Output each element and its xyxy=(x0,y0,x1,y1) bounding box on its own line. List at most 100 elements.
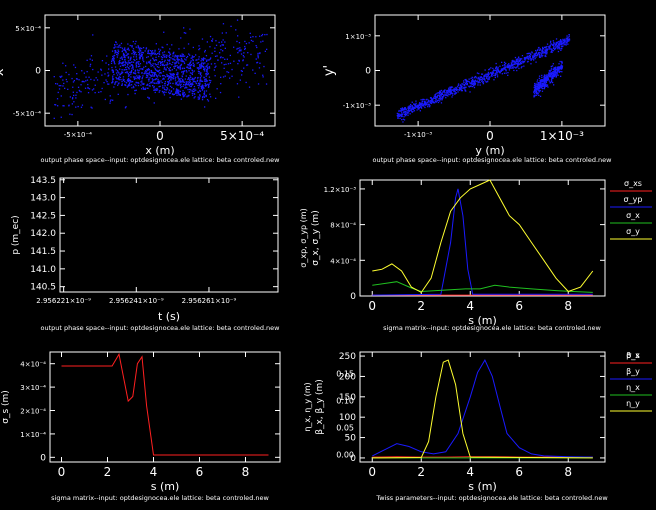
scatter-point xyxy=(200,72,201,73)
scatter-point xyxy=(420,110,421,111)
scatter-point xyxy=(427,106,428,107)
scatter-point xyxy=(509,69,510,70)
scatter-point xyxy=(465,87,466,88)
scatter-point xyxy=(539,84,540,85)
scatter-point xyxy=(180,37,181,38)
scatter-point xyxy=(206,85,207,86)
scatter-point xyxy=(546,53,547,54)
scatter-point xyxy=(126,82,127,83)
scatter-point xyxy=(536,52,537,53)
scatter-point xyxy=(559,67,560,68)
scatter-point xyxy=(542,47,543,48)
scatter-point xyxy=(481,76,482,77)
scatter-point xyxy=(540,57,541,58)
scatter-point xyxy=(538,95,539,96)
scatter-point xyxy=(557,46,558,47)
scatter-point xyxy=(200,74,201,75)
scatter-point xyxy=(131,53,132,54)
scatter-point xyxy=(81,70,82,71)
scatter-point xyxy=(525,57,526,58)
scatter-point xyxy=(558,69,559,70)
scatter-point xyxy=(151,70,152,71)
scatter-point xyxy=(142,78,143,79)
scatter-point xyxy=(186,67,187,68)
scatter-point xyxy=(188,70,189,71)
scatter-point xyxy=(142,54,143,55)
scatter-point xyxy=(162,75,163,76)
scatter-point xyxy=(441,93,442,94)
scatter-point xyxy=(133,73,134,74)
scatter-point xyxy=(148,79,149,80)
scatter-point xyxy=(190,81,191,82)
scatter-point xyxy=(78,87,79,88)
scatter-point xyxy=(186,87,187,88)
scatter-point xyxy=(163,54,164,55)
scatter-point xyxy=(250,37,251,38)
scatter-point xyxy=(75,107,76,108)
scatter-point xyxy=(190,83,191,84)
scatter-point xyxy=(551,49,552,50)
scatter-point xyxy=(118,94,119,95)
scatter-point xyxy=(241,74,242,75)
scatter-point xyxy=(544,88,545,89)
scatter-point xyxy=(178,67,179,68)
scatter-point xyxy=(176,65,177,66)
scatter-point xyxy=(66,72,67,73)
scatter-point xyxy=(237,52,238,53)
scatter-point xyxy=(127,43,128,44)
scatter-point xyxy=(462,84,463,85)
scatter-point xyxy=(513,66,514,67)
scatter-point xyxy=(162,79,163,80)
scatter-point xyxy=(458,85,459,86)
scatter-point xyxy=(192,91,193,92)
scatter-point xyxy=(402,116,403,117)
scatter-point xyxy=(214,63,215,64)
scatter-point xyxy=(183,84,184,85)
scatter-point xyxy=(115,46,116,47)
scatter-point xyxy=(146,57,147,58)
scatter-point xyxy=(179,94,180,95)
scatter-point xyxy=(94,80,95,81)
scatter-point xyxy=(507,75,508,76)
scatter-point xyxy=(239,42,240,43)
scatter-point xyxy=(166,55,167,56)
scatter-point xyxy=(126,62,127,63)
scatter-point xyxy=(542,91,543,92)
scatter-point xyxy=(117,56,118,57)
scatter-point xyxy=(143,47,144,48)
scatter-point xyxy=(255,36,256,37)
scatter-point xyxy=(121,43,122,44)
scatter-point xyxy=(186,70,187,71)
scatter-point xyxy=(516,61,517,62)
scatter-point xyxy=(469,91,470,92)
scatter-point xyxy=(199,68,200,69)
scatter-point xyxy=(73,81,74,82)
scatter-point xyxy=(188,78,189,79)
scatter-point xyxy=(182,68,183,69)
scatter-point xyxy=(457,91,458,92)
scatter-point xyxy=(78,79,79,80)
scatter-point xyxy=(553,47,554,48)
scatter-point xyxy=(518,57,519,58)
scatter-point xyxy=(91,55,92,56)
scatter-point xyxy=(160,65,161,66)
scatter-point xyxy=(528,59,529,60)
scatter-point xyxy=(177,76,178,77)
scatter-point xyxy=(190,65,191,66)
scatter-point xyxy=(129,68,130,69)
scatter-point xyxy=(231,76,232,77)
scatter-point xyxy=(569,36,570,37)
x-tick-label: -5×10⁻⁴ xyxy=(64,131,92,139)
scatter-point xyxy=(75,97,76,98)
scatter-point xyxy=(184,92,185,93)
scatter-point xyxy=(263,66,264,67)
scatter-point xyxy=(90,64,91,65)
scatter-point xyxy=(142,75,143,76)
scatter-point xyxy=(181,99,182,100)
scatter-point xyxy=(419,103,420,104)
scatter-point xyxy=(556,44,557,45)
scatter-point xyxy=(450,90,451,91)
scatter-point xyxy=(155,92,156,93)
scatter-point xyxy=(142,58,143,59)
scatter-point xyxy=(158,79,159,80)
